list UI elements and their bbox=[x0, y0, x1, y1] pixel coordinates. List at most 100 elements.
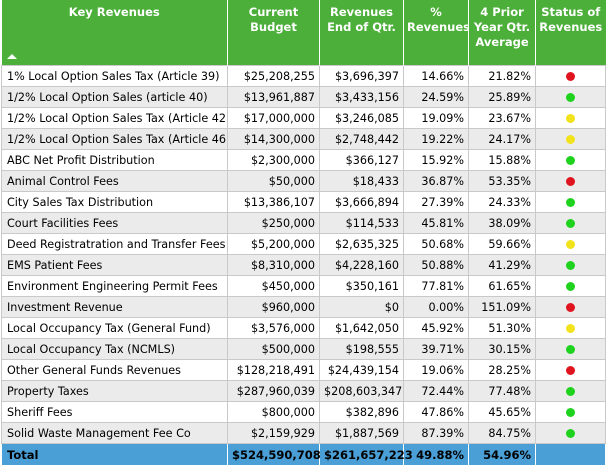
revenue-name-cell: Local Occupancy Tax (General Fund) bbox=[1, 317, 228, 339]
table-row[interactable]: Environment Engineering Permit Fees $450,… bbox=[1, 275, 606, 297]
prior-avg-label: 4 Prior Year Qtr. Average bbox=[473, 5, 531, 49]
pct-revenues-cell: 50.68% bbox=[403, 233, 469, 255]
prior-avg-cell: 59.66% bbox=[468, 233, 536, 255]
prior-avg-cell: 41.29% bbox=[468, 254, 536, 276]
prior-avg-cell: 28.25% bbox=[468, 359, 536, 381]
status-cell bbox=[535, 128, 606, 150]
revenue-name-cell: Property Taxes bbox=[1, 380, 228, 402]
status-green-dot-icon bbox=[566, 219, 575, 228]
pct-revenues-cell: 19.09% bbox=[403, 107, 469, 129]
prior-avg-cell: 51.30% bbox=[468, 317, 536, 339]
status-yellow-dot-icon bbox=[566, 114, 575, 123]
table-row[interactable]: Sheriff Fees $800,000 $382,896 47.86% 45.65% bbox=[1, 401, 606, 423]
status-cell bbox=[535, 170, 606, 192]
table-row[interactable]: Animal Control Fees $50,000 $18,433 36.87% 5… bbox=[1, 170, 606, 192]
status-green-dot-icon bbox=[566, 156, 575, 165]
sort-ascending-icon[interactable] bbox=[6, 54, 17, 59]
status-label: Status of Revenues bbox=[539, 5, 603, 34]
column-header-status[interactable]: Status of Revenues bbox=[535, 0, 606, 66]
column-header-prior-avg[interactable]: 4 Prior Year Qtr. Average bbox=[468, 0, 536, 66]
status-cell bbox=[535, 359, 606, 381]
prior-avg-cell: 23.67% bbox=[468, 107, 536, 129]
revenues-end-qtr-cell: $3,433,156 bbox=[319, 86, 404, 108]
table-row[interactable]: Property Taxes $287,960,039 $208,603,347 72… bbox=[1, 380, 606, 402]
pct-revenues-cell: 50.88% bbox=[403, 254, 469, 276]
table-row[interactable]: Deed Registratration and Transfer Fees $5… bbox=[1, 233, 606, 255]
prior-avg-cell: 24.33% bbox=[468, 191, 536, 213]
status-cell bbox=[535, 317, 606, 339]
revenue-name-cell: Local Occupancy Tax (NCMLS) bbox=[1, 338, 228, 360]
pct-revenues-cell: 19.06% bbox=[403, 359, 469, 381]
pct-revenues-cell: 24.59% bbox=[403, 86, 469, 108]
revenue-name-cell: Environment Engineering Permit Fees bbox=[1, 275, 228, 297]
status-green-dot-icon bbox=[566, 387, 575, 396]
table-row[interactable]: 1/2% Local Option Sales (article 40) $13,… bbox=[1, 86, 606, 108]
table-row[interactable]: Solid Waste Management Fee Co $2,159,929 $… bbox=[1, 422, 606, 444]
prior-avg-cell: 45.65% bbox=[468, 401, 536, 423]
prior-avg-cell: 21.82% bbox=[468, 65, 536, 87]
table-row[interactable]: 1/2% Local Option Sales Tax (Article 46)… bbox=[1, 128, 606, 150]
header-row: Key Revenues Current Budget Revenues End… bbox=[1, 0, 606, 66]
current-budget-cell: $13,386,107 bbox=[227, 191, 320, 213]
column-header-revenues-end-qtr[interactable]: Revenues End of Qtr. bbox=[319, 0, 404, 66]
current-budget-cell: $250,000 bbox=[227, 212, 320, 234]
pct-revenues-cell: 45.92% bbox=[403, 317, 469, 339]
column-header-pct-revenues[interactable]: % Revenues bbox=[403, 0, 470, 66]
status-cell bbox=[535, 296, 606, 318]
table-row[interactable]: 1% Local Option Sales Tax (Article 39) $2… bbox=[1, 65, 606, 87]
status-yellow-dot-icon bbox=[566, 135, 575, 144]
revenue-name-cell: 1/2% Local Option Sales (article 40) bbox=[1, 86, 228, 108]
revenue-name-cell: Deed Registratration and Transfer Fees bbox=[1, 233, 228, 255]
prior-avg-cell: 38.09% bbox=[468, 212, 536, 234]
status-red-dot-icon bbox=[566, 303, 575, 312]
table-row[interactable]: EMS Patient Fees $8,310,000 $4,228,160 50.8… bbox=[1, 254, 606, 276]
current-budget-cell: $50,000 bbox=[227, 170, 320, 192]
revenue-name-cell: 1/2% Local Option Sales Tax (Article 42) bbox=[1, 107, 228, 129]
table-row[interactable]: Investment Revenue $960,000 $0 0.00% 151.09% bbox=[1, 296, 606, 318]
pct-revenues-cell: 45.81% bbox=[403, 212, 469, 234]
revenues-end-qtr-cell: $382,896 bbox=[319, 401, 404, 423]
status-green-dot-icon bbox=[566, 93, 575, 102]
prior-avg-cell: 61.65% bbox=[468, 275, 536, 297]
revenue-name-cell: Investment Revenue bbox=[1, 296, 228, 318]
table-row[interactable]: City Sales Tax Distribution $13,386,107 $3… bbox=[1, 191, 606, 213]
column-header-key-revenues[interactable]: Key Revenues bbox=[1, 0, 228, 66]
pct-revenues-label: % Revenues bbox=[407, 5, 470, 34]
revenues-end-qtr-cell: $0 bbox=[319, 296, 404, 318]
status-cell bbox=[535, 254, 606, 276]
table-row[interactable]: Local Occupancy Tax (General Fund) $3,576… bbox=[1, 317, 606, 339]
current-budget-cell: $128,218,491 bbox=[227, 359, 320, 381]
revenue-name-cell: 1/2% Local Option Sales Tax (Article 46) bbox=[1, 128, 228, 150]
table-row[interactable]: Other General Funds Revenues $128,218,491… bbox=[1, 359, 606, 381]
revenue-name-cell: Animal Control Fees bbox=[1, 170, 228, 192]
prior-avg-cell: 84.75% bbox=[468, 422, 536, 444]
pct-revenues-cell: 47.86% bbox=[403, 401, 469, 423]
current-budget-cell: $17,000,000 bbox=[227, 107, 320, 129]
table-row[interactable]: Local Occupancy Tax (NCMLS) $500,000 $198,… bbox=[1, 338, 606, 360]
pct-revenues-cell: 19.22% bbox=[403, 128, 469, 150]
revenues-end-qtr-cell: $208,603,347 bbox=[319, 380, 404, 402]
current-budget-cell: $8,310,000 bbox=[227, 254, 320, 276]
prior-avg-cell: 53.35% bbox=[468, 170, 536, 192]
status-green-dot-icon bbox=[566, 198, 575, 207]
current-budget-cell: $2,300,000 bbox=[227, 149, 320, 171]
table-row[interactable]: 1/2% Local Option Sales Tax (Article 42)… bbox=[1, 107, 606, 129]
status-green-dot-icon bbox=[566, 429, 575, 438]
status-cell bbox=[535, 401, 606, 423]
current-budget-cell: $14,300,000 bbox=[227, 128, 320, 150]
status-green-dot-icon bbox=[566, 261, 575, 270]
column-header-current-budget[interactable]: Current Budget bbox=[227, 0, 320, 66]
current-budget-cell: $800,000 bbox=[227, 401, 320, 423]
table-row[interactable]: Court Facilities Fees $250,000 $114,533 45.… bbox=[1, 212, 606, 234]
revenues-end-qtr-cell: $350,161 bbox=[319, 275, 404, 297]
status-cell bbox=[535, 275, 606, 297]
status-cell bbox=[535, 107, 606, 129]
status-cell bbox=[535, 86, 606, 108]
status-cell bbox=[535, 338, 606, 360]
prior-avg-cell: 24.17% bbox=[468, 128, 536, 150]
status-cell bbox=[535, 380, 606, 402]
prior-avg-cell: 30.15% bbox=[468, 338, 536, 360]
revenues-end-qtr-cell: $114,533 bbox=[319, 212, 404, 234]
revenues-end-qtr-cell: $3,246,085 bbox=[319, 107, 404, 129]
table-row[interactable]: ABC Net Profit Distribution $2,300,000 $36… bbox=[1, 149, 606, 171]
